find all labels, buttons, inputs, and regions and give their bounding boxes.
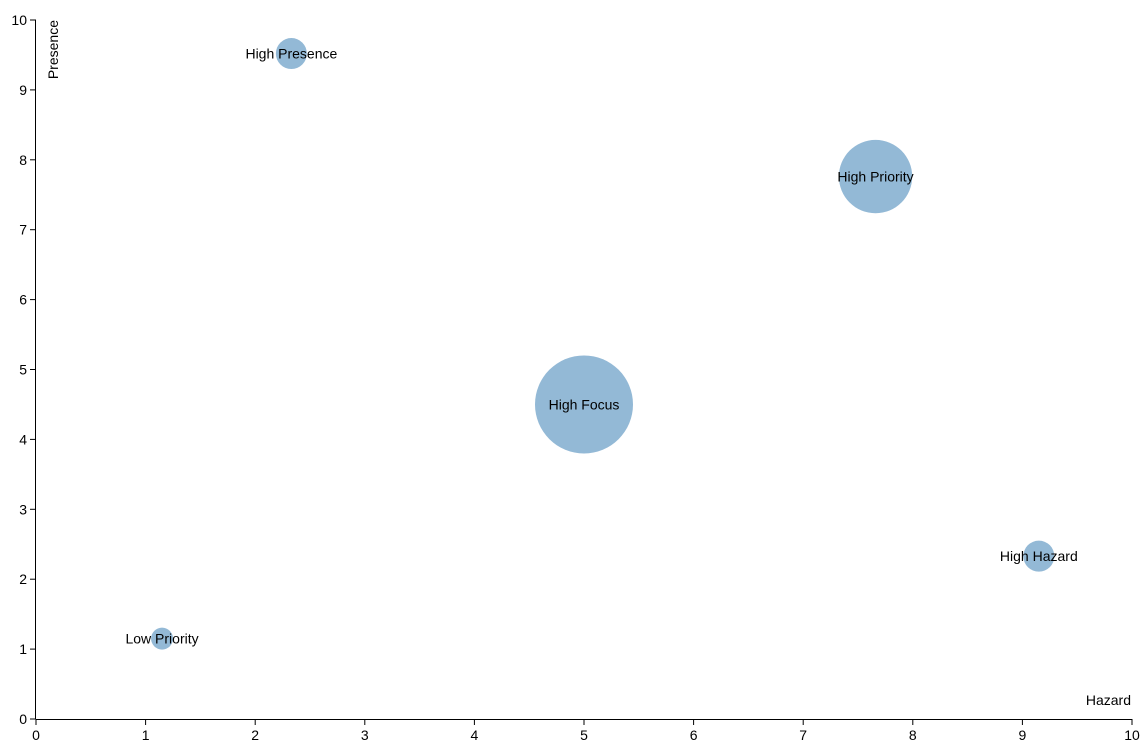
x-tick-label: 2 [251, 727, 259, 741]
y-tick-label: 7 [19, 222, 27, 238]
y-tick-label: 4 [19, 431, 27, 447]
x-tick-label: 1 [142, 727, 150, 741]
bubble-label-layer: High Presence High Priority High Focus High… [125, 46, 1077, 647]
bubble-label: High Hazard [1000, 548, 1078, 564]
y-tick-label: 6 [19, 292, 27, 308]
x-axis-title: Hazard [1086, 692, 1131, 708]
y-tick-label: 2 [19, 571, 27, 587]
y-tick-label: 3 [19, 501, 27, 517]
x-tick-label: 7 [799, 727, 807, 741]
bubble-high-presence [275, 38, 307, 70]
bubble-label: Low Priority [125, 631, 198, 647]
bubble-high-focus [535, 355, 633, 454]
y-tick-label: 8 [19, 152, 27, 168]
y-tick-label: 9 [19, 82, 27, 98]
x-axis: 0 1 2 3 4 5 6 7 8 9 10 [32, 719, 1140, 741]
bubble-high-priority [838, 139, 913, 214]
y-axis: 0 1 2 3 4 5 6 7 8 9 10 [11, 12, 36, 727]
y-axis-title: Presence [45, 20, 61, 79]
x-tick-label: 9 [1019, 727, 1027, 741]
bubble-label: High Focus [549, 396, 620, 412]
x-tick-label: 6 [690, 727, 698, 741]
bubble-layer [151, 38, 1055, 650]
x-tick-label: 10 [1124, 727, 1140, 741]
x-tick-label: 8 [909, 727, 917, 741]
y-tick-label: 10 [11, 12, 27, 28]
x-tick-label: 3 [361, 727, 369, 741]
x-tick-label: 5 [580, 727, 588, 741]
y-tick-label: 5 [19, 362, 27, 378]
y-tick-label: 1 [19, 641, 27, 657]
y-tick-label: 0 [19, 711, 27, 727]
bubble-low-priority [151, 627, 173, 650]
bubble-label: High Priority [837, 169, 913, 185]
bubble-label: High Presence [245, 46, 337, 62]
bubble-high-hazard [1023, 540, 1055, 572]
x-tick-label: 4 [471, 727, 479, 741]
x-tick-label: 0 [32, 727, 40, 741]
